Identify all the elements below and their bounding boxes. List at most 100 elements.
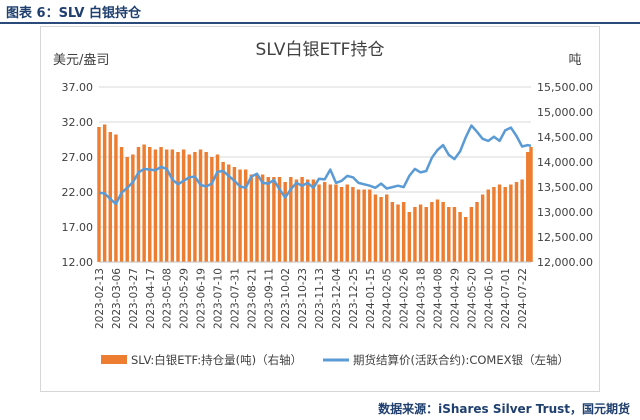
holding-bar [424, 207, 428, 262]
holding-bar [447, 207, 451, 262]
holding-bar [334, 184, 338, 262]
holding-bar [272, 177, 276, 262]
holding-bar [142, 144, 146, 262]
chart-canvas: SLV白银ETF持仓 美元/盎司 吨 37.00 32.00 27.00 22.00 1… [53, 40, 593, 367]
right-tick-label: 13,000.00 [537, 206, 593, 219]
right-tick-label: 14,500.00 [537, 131, 593, 144]
x-tick-label: 2023-07-31 [229, 268, 241, 329]
left-axis: 37.00 32.00 27.00 22.00 17.00 12.00 [62, 81, 94, 269]
x-tick-label: 2023-10-23 [297, 268, 309, 329]
legend-label-line: 期货结算价(活跃合约):COMEX银（左轴） [353, 353, 569, 367]
holding-bar [243, 169, 248, 262]
holding-bar [497, 184, 502, 262]
x-tick-label: 2024-04-08 [433, 268, 445, 329]
price-line [98, 124, 532, 206]
holding-bar [458, 212, 462, 262]
holding-bar [215, 154, 220, 262]
right-tick-label: 13,500.00 [537, 181, 593, 194]
left-tick-label: 12.00 [62, 256, 94, 269]
caption-divider [0, 22, 640, 24]
legend-label-bars: SLV:白银ETF:持仓量(吨)（右轴） [131, 353, 302, 367]
right-axis-unit: 吨 [568, 53, 581, 68]
holding-bar [441, 202, 445, 262]
holding-bar [97, 127, 101, 262]
x-tick-label: 2023-05-08 [162, 268, 174, 329]
holding-bar [289, 177, 293, 262]
right-tick-label: 12,000.00 [537, 256, 593, 269]
holding-bar [368, 189, 372, 262]
holding-bar [227, 164, 231, 262]
right-axis: 15,500.00 15,000.00 14,500.00 14,000.00 13,5… [537, 81, 593, 269]
holding-bar [204, 152, 208, 262]
chart-frame: SLV白银ETF持仓 美元/盎司 吨 37.00 32.00 27.00 22.00 1… [40, 26, 600, 392]
x-tick-label: 2023-09-11 [263, 268, 275, 329]
holding-bar [277, 177, 282, 262]
holding-bar [529, 147, 533, 262]
left-tick-label: 37.00 [62, 81, 94, 94]
holding-bar [373, 194, 378, 262]
holding-bar [418, 204, 423, 262]
x-tick-label: 2024-02-26 [399, 268, 411, 329]
left-tick-label: 27.00 [62, 151, 94, 164]
holding-bar [148, 147, 152, 262]
holding-bar [108, 132, 113, 262]
x-tick-label: 2024-02-05 [382, 268, 394, 329]
holding-bar [328, 184, 333, 262]
holding-bar [119, 147, 124, 262]
holding-bar [164, 149, 169, 262]
x-tick-label: 2024-07-22 [517, 268, 529, 329]
left-tick-label: 17.00 [62, 221, 94, 234]
holding-bar [193, 152, 197, 262]
x-tick-label: 2023-04-17 [145, 268, 157, 329]
holding-bar [306, 179, 310, 262]
holding-bar [390, 202, 395, 262]
holding-bar [379, 197, 383, 262]
silver-price-line [98, 124, 532, 206]
holding-bar [176, 152, 180, 262]
holding-bar [526, 152, 530, 262]
holding-bar [339, 187, 344, 262]
holding-bar [345, 184, 349, 262]
x-tick-label: 2024-01-15 [365, 268, 377, 329]
holding-bar [520, 179, 524, 262]
x-tick-label: 2024-05-20 [466, 268, 478, 329]
source-note: 数据来源：iShares Silver Trust，国元期货 [378, 402, 630, 416]
x-tick-label: 2023-05-29 [179, 268, 191, 329]
holding-bar [385, 194, 389, 262]
holding-bar [266, 177, 270, 262]
holding-bar [356, 189, 361, 262]
x-tick-label: 2023-11-13 [314, 268, 326, 329]
x-tick-label: 2023-06-19 [196, 268, 208, 329]
chart-title: SLV白银ETF持仓 [256, 40, 385, 60]
holding-bar [260, 174, 265, 262]
holding-bar [136, 147, 141, 262]
holding-bar [153, 149, 158, 262]
holding-bar [351, 187, 355, 262]
x-tick-label: 2024-04-29 [449, 268, 461, 329]
holding-bar [198, 149, 203, 262]
x-tick-label: 2023-12-25 [348, 268, 360, 329]
holding-bar [159, 147, 163, 262]
holding-bar [170, 149, 175, 262]
holding-bar [294, 179, 299, 262]
holding-bar [249, 174, 254, 262]
x-tick-label: 2024-03-18 [416, 268, 428, 329]
holding-bar [469, 207, 474, 262]
holding-bar [480, 194, 485, 262]
left-axis-unit: 美元/盎司 [53, 53, 109, 68]
holding-bar [514, 182, 519, 262]
x-tick-label: 2023-10-02 [280, 268, 292, 329]
x-tick-label: 2023-12-04 [331, 268, 343, 329]
holding-bar [221, 162, 225, 262]
holding-bar [255, 174, 259, 262]
x-tick-label: 2023-07-10 [212, 268, 224, 329]
legend-swatch-bars [101, 355, 127, 364]
x-tick-label: 2023-03-27 [128, 268, 140, 329]
holding-bar [311, 179, 316, 262]
holding-bar [322, 182, 327, 262]
holding-bar [210, 157, 214, 262]
x-tick-label: 2023-03-06 [111, 268, 123, 329]
holding-bar [238, 169, 242, 262]
holding-bar [396, 204, 400, 262]
holding-bar [283, 182, 287, 262]
